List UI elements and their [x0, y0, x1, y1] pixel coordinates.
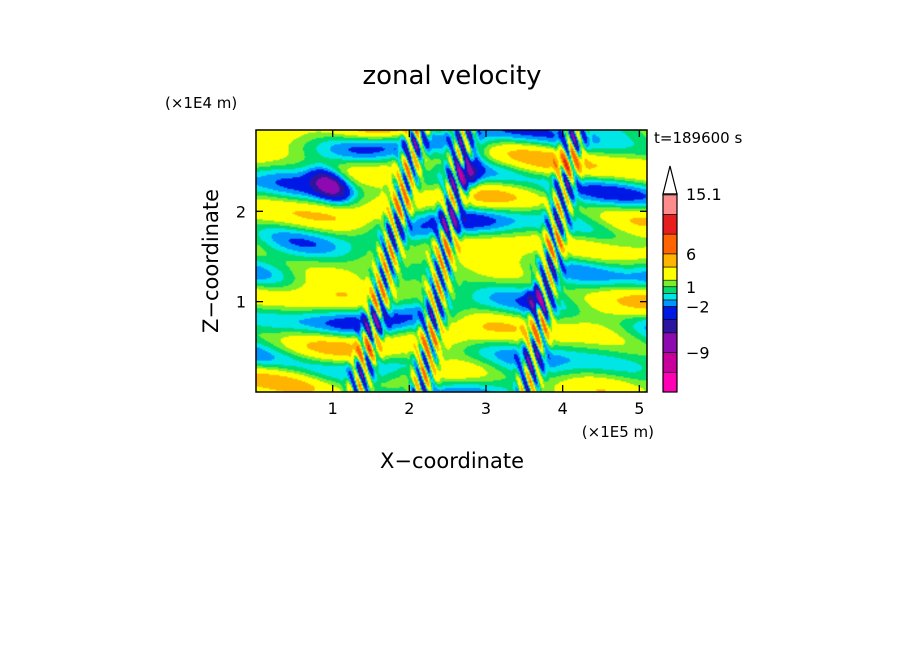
heatmap-image [256, 130, 647, 392]
colorbar-swatch [662, 371, 678, 393]
colorbar-swatch [662, 293, 678, 301]
y-unit-label: (×1E4 m) [165, 94, 237, 112]
colorbar-label: 15.1 [686, 185, 722, 204]
x-tick-label: 2 [404, 399, 414, 418]
colorbar-swatch [662, 306, 678, 320]
x-axis-label: X−coordinate [380, 449, 524, 473]
x-axis: 1 2 3 4 5 [328, 130, 644, 418]
x-tick-label: 4 [558, 399, 568, 418]
colorbar-swatch [662, 319, 678, 334]
x-tick-label: 3 [481, 399, 491, 418]
y-axis-label: Z−coordinate [199, 189, 223, 333]
y-tick-label: 2 [236, 202, 246, 221]
chart-title: zonal velocity [362, 61, 541, 91]
colorbar-swatch [662, 286, 678, 294]
colorbar-swatch [662, 214, 678, 235]
y-tick-label: 1 [236, 293, 246, 312]
colorbar-swatch [662, 279, 678, 288]
colorbar-swatch [662, 266, 678, 281]
x-tick-label: 5 [634, 399, 644, 418]
plot-frame [255, 129, 648, 393]
colorbar: 15.1 6 1−2 −9 [662, 165, 722, 393]
colorbar-frame [662, 193, 678, 393]
colorbar-swatch [662, 233, 678, 255]
colorbar-label: −2 [686, 297, 710, 316]
colorbar-label: −9 [686, 344, 710, 363]
time-label: t=189600 s [654, 129, 742, 147]
colorbar-extend-arrow [662, 165, 678, 195]
x-unit-label: (×1E5 m) [582, 423, 654, 441]
colorbar-swatch [662, 193, 678, 215]
colorbar-swatch [662, 253, 678, 268]
x-tick-label: 1 [328, 399, 338, 418]
heatmap-field [256, 130, 647, 392]
colorbar-swatch [662, 299, 678, 307]
colorbar-swatch [662, 332, 678, 353]
colorbar-label: 6 [686, 245, 696, 264]
colorbar-label: 1 [686, 278, 696, 297]
y-axis: 12 [236, 202, 647, 312]
colorbar-swatch [662, 352, 678, 373]
